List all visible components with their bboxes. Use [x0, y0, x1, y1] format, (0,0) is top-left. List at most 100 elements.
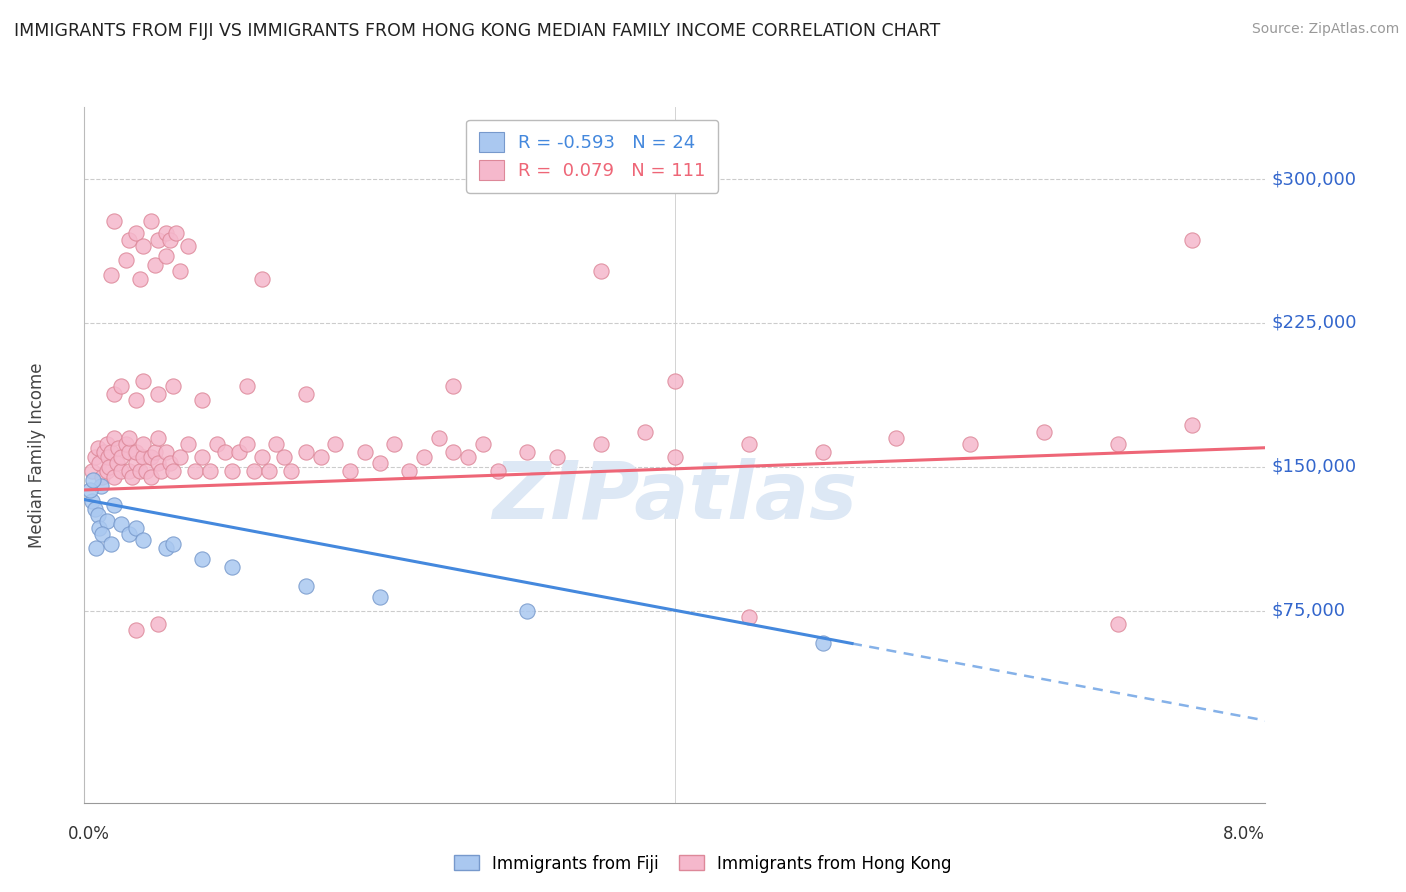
Point — [86, 441, 108, 455]
Point — [295, 387, 318, 401]
Point — [125, 226, 148, 240]
Text: $300,000: $300,000 — [1271, 170, 1357, 188]
Point — [457, 450, 479, 465]
Point — [110, 517, 132, 532]
Point — [132, 239, 155, 253]
Point — [121, 469, 143, 483]
Point — [184, 464, 207, 478]
Point — [354, 444, 377, 458]
Point — [86, 508, 108, 522]
Point — [886, 431, 908, 445]
Point — [441, 379, 464, 393]
Point — [103, 431, 125, 445]
Point — [132, 450, 155, 465]
Point — [93, 444, 115, 458]
Legend: Immigrants from Fiji, Immigrants from Hong Kong: Immigrants from Fiji, Immigrants from Ho… — [447, 848, 959, 880]
Point — [1180, 234, 1202, 248]
Point — [382, 437, 406, 451]
Point — [110, 464, 132, 478]
Point — [191, 450, 214, 465]
Point — [150, 464, 173, 478]
Point — [235, 437, 259, 451]
Point — [118, 464, 141, 478]
Point — [103, 387, 125, 401]
Point — [110, 450, 132, 465]
Point — [91, 527, 114, 541]
Point — [169, 264, 191, 278]
Point — [100, 444, 122, 458]
Point — [427, 431, 450, 445]
Point — [368, 591, 391, 605]
Point — [143, 444, 166, 458]
Point — [738, 609, 761, 624]
Point — [96, 437, 118, 451]
Point — [125, 456, 148, 470]
Point — [80, 464, 103, 478]
Point — [90, 479, 112, 493]
Point — [132, 533, 155, 547]
Point — [162, 379, 184, 393]
Point — [368, 456, 391, 470]
Text: $75,000: $75,000 — [1271, 602, 1346, 620]
Point — [148, 431, 170, 445]
Text: ZIPatlas: ZIPatlas — [492, 458, 858, 536]
Point — [103, 214, 125, 228]
Point — [591, 437, 613, 451]
Point — [546, 450, 568, 465]
Point — [250, 272, 273, 286]
Point — [295, 444, 318, 458]
Point — [441, 444, 464, 458]
Point — [114, 437, 136, 451]
Point — [191, 552, 214, 566]
Point — [79, 483, 101, 497]
Point — [155, 249, 177, 263]
Text: IMMIGRANTS FROM FIJI VS IMMIGRANTS FROM HONG KONG MEDIAN FAMILY INCOME CORRELATI: IMMIGRANTS FROM FIJI VS IMMIGRANTS FROM … — [14, 22, 941, 40]
Text: $225,000: $225,000 — [1271, 314, 1357, 332]
Text: $150,000: $150,000 — [1271, 458, 1357, 476]
Point — [811, 444, 834, 458]
Point — [118, 527, 141, 541]
Point — [103, 498, 125, 512]
Legend: R = -0.593   N = 24, R =  0.079   N = 111: R = -0.593 N = 24, R = 0.079 N = 111 — [465, 120, 718, 193]
Point — [100, 268, 122, 282]
Text: 8.0%: 8.0% — [1223, 825, 1265, 843]
Point — [139, 469, 162, 483]
Point — [228, 444, 250, 458]
Point — [97, 450, 120, 465]
Point — [155, 226, 177, 240]
Point — [139, 214, 162, 228]
Point — [486, 464, 509, 478]
Point — [125, 392, 148, 407]
Point — [250, 450, 273, 465]
Point — [280, 464, 302, 478]
Point — [177, 437, 200, 451]
Point — [198, 464, 221, 478]
Point — [135, 464, 157, 478]
Point — [96, 464, 118, 478]
Point — [1032, 425, 1054, 440]
Point — [84, 541, 107, 555]
Point — [148, 456, 170, 470]
Point — [132, 437, 155, 451]
Point — [159, 234, 181, 248]
Point — [959, 437, 981, 451]
Point — [91, 469, 114, 483]
Point — [118, 444, 141, 458]
Point — [398, 464, 420, 478]
Point — [162, 537, 184, 551]
Point — [591, 264, 613, 278]
Point — [96, 514, 118, 528]
Point — [1107, 437, 1129, 451]
Point — [118, 431, 141, 445]
Point — [107, 441, 129, 455]
Point — [139, 450, 162, 465]
Point — [162, 464, 184, 478]
Point — [148, 387, 170, 401]
Text: Median Family Income: Median Family Income — [28, 362, 46, 548]
Point — [205, 437, 228, 451]
Point — [516, 444, 538, 458]
Point — [472, 437, 495, 451]
Point — [132, 374, 155, 388]
Point — [214, 444, 236, 458]
Point — [129, 272, 152, 286]
